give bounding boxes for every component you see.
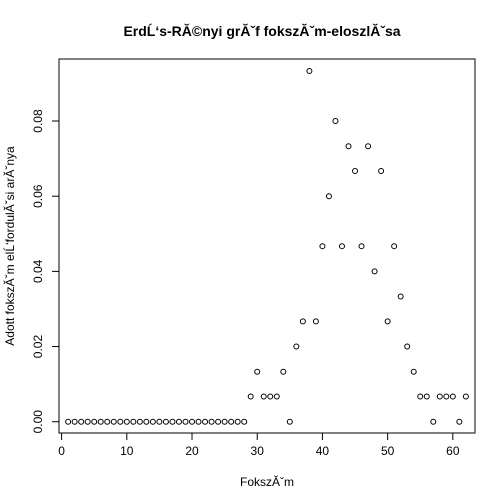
data-point	[456, 418, 463, 425]
data-point	[436, 393, 443, 400]
x-tick-label: 30	[251, 444, 265, 458]
x-tick-label: 50	[381, 444, 395, 458]
data-point	[169, 418, 176, 425]
data-point	[228, 418, 235, 425]
data-point	[149, 418, 156, 425]
data-point	[325, 193, 332, 200]
data-point	[345, 143, 352, 150]
data-point	[286, 418, 293, 425]
data-point	[104, 418, 111, 425]
data-point	[410, 368, 417, 375]
data-point	[202, 418, 209, 425]
data-point	[378, 168, 385, 175]
data-point	[273, 393, 280, 400]
y-axis-label: Adott fokszĂˇm elĹ‘fordulĂˇsi arĂˇnya	[2, 146, 17, 346]
data-point	[208, 418, 215, 425]
plot-frame	[58, 58, 476, 434]
data-point	[267, 393, 274, 400]
data-point	[221, 418, 228, 425]
y-tick-label: 0.04	[31, 259, 45, 283]
data-point	[299, 318, 306, 325]
data-point	[365, 143, 372, 150]
chart-title: ErdĹ‘s-RĂ©nyi grĂˇf fokszĂˇm-eloszlĂˇsa	[123, 23, 400, 39]
data-point	[156, 418, 163, 425]
data-point	[338, 243, 345, 250]
data-point	[123, 418, 130, 425]
data-point	[65, 418, 72, 425]
data-point	[404, 343, 411, 350]
data-point	[215, 418, 222, 425]
data-point	[136, 418, 143, 425]
y-tick-label: 0.06	[31, 184, 45, 208]
x-axis-label: FokszĂˇm	[240, 474, 294, 489]
data-point	[254, 368, 261, 375]
data-point	[247, 393, 254, 400]
data-points	[65, 68, 469, 425]
data-point	[430, 418, 437, 425]
data-point	[175, 418, 182, 425]
data-point	[241, 418, 248, 425]
data-point	[397, 293, 404, 300]
data-point	[84, 418, 91, 425]
data-point	[293, 343, 300, 350]
data-point	[110, 418, 117, 425]
y-tick-label: 0.08	[31, 109, 45, 133]
data-point	[280, 368, 287, 375]
data-point	[417, 393, 424, 400]
y-tick-label: 0.00	[31, 410, 45, 434]
data-point	[189, 418, 196, 425]
data-point	[97, 418, 104, 425]
data-point	[306, 68, 313, 75]
data-point	[358, 243, 365, 250]
x-tick-label: 10	[120, 444, 134, 458]
y-tick-label: 0.02	[31, 335, 45, 359]
x-tick-label: 20	[185, 444, 199, 458]
x-axis: 0 10 20 30 40 50 60	[58, 432, 460, 458]
data-point	[423, 393, 430, 400]
data-point	[71, 418, 78, 425]
x-tick-label: 40	[316, 444, 330, 458]
data-point	[312, 318, 319, 325]
data-point	[91, 418, 98, 425]
x-tick-label: 60	[446, 444, 460, 458]
data-point	[443, 393, 450, 400]
x-tick-label: 0	[58, 444, 65, 458]
data-point	[78, 418, 85, 425]
data-point	[371, 268, 378, 275]
data-point	[182, 418, 189, 425]
data-point	[352, 168, 359, 175]
data-point	[162, 418, 169, 425]
data-point	[319, 243, 326, 250]
data-point	[130, 418, 137, 425]
data-point	[143, 418, 150, 425]
data-point	[332, 118, 339, 125]
data-point	[462, 393, 469, 400]
data-point	[195, 418, 202, 425]
y-axis: 0.00 0.02 0.04 0.06 0.08	[31, 109, 60, 434]
data-point	[384, 318, 391, 325]
data-point	[449, 393, 456, 400]
data-point	[260, 393, 267, 400]
data-point	[391, 243, 398, 250]
data-point	[234, 418, 241, 425]
data-point	[117, 418, 124, 425]
